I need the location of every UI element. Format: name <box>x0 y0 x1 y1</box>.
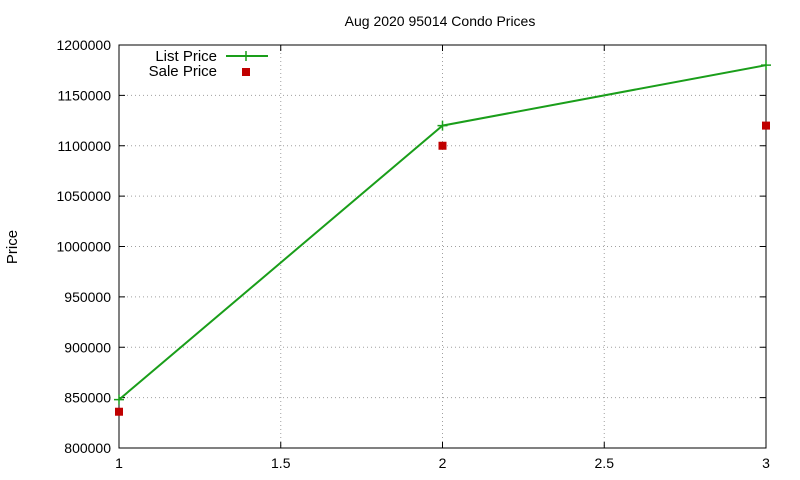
legend-marker-list-price <box>241 51 251 61</box>
sale-price-point <box>438 141 447 150</box>
y-tick-label: 900000 <box>64 339 111 355</box>
x-tick-label: 2.5 <box>595 455 615 471</box>
y-tick-label: 800000 <box>64 440 111 456</box>
list-price-point <box>761 60 771 71</box>
y-tick-label: 850000 <box>64 390 111 406</box>
legend: List Price Sale Price <box>149 48 268 80</box>
grid-lines <box>119 45 766 448</box>
list-price-point <box>114 394 124 405</box>
legend-marker-sale-price <box>242 68 250 76</box>
list-price-point <box>437 120 448 131</box>
y-tick-label: 1100000 <box>58 138 112 154</box>
series-layer <box>114 60 771 416</box>
chart-title: Aug 2020 95014 Condo Prices <box>345 13 536 29</box>
y-tick-label: 1150000 <box>58 87 112 103</box>
sale-price-point <box>115 407 123 416</box>
y-tick-label: 1200000 <box>56 37 111 53</box>
axis-ticks: 8000008500009000009500001000000105000011… <box>56 37 770 471</box>
y-tick-label: 950000 <box>64 289 111 305</box>
y-axis-label: Price <box>4 230 21 264</box>
sale-price-point <box>762 121 770 130</box>
y-tick-label: 1050000 <box>56 188 111 204</box>
y-tick-label: 1000000 <box>56 239 111 255</box>
legend-label-list-price: List Price <box>155 48 217 65</box>
x-tick-label: 3 <box>762 455 770 471</box>
legend-label-sale-price: Sale Price <box>149 63 217 80</box>
x-tick-label: 1 <box>115 455 123 471</box>
x-tick-label: 2 <box>439 455 447 471</box>
x-tick-label: 1.5 <box>271 455 291 471</box>
